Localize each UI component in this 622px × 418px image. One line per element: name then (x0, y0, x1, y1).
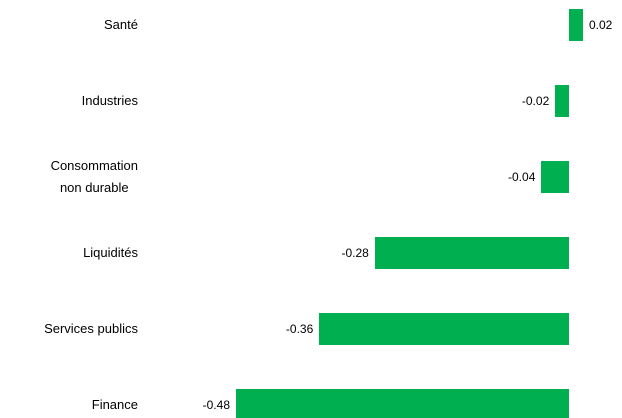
bar (541, 161, 570, 193)
value-label: -0.04 (508, 170, 536, 184)
category-label: Services publics (44, 321, 138, 336)
bar (236, 389, 570, 418)
bar (555, 85, 570, 117)
category-label: Industries (81, 93, 138, 108)
category-label: Finance (91, 397, 138, 412)
value-label: -0.36 (285, 322, 314, 336)
category-label: Liquidités (83, 245, 138, 260)
category-label: Santé (104, 17, 138, 32)
value-label: 0.02 (589, 18, 613, 32)
value-label: -0.48 (202, 398, 230, 412)
bar (374, 237, 570, 269)
value-label: -0.02 (521, 94, 550, 108)
bar (569, 9, 583, 41)
category-label: Consommation non durable (50, 158, 138, 195)
value-label: -0.28 (341, 246, 369, 260)
bar (319, 313, 570, 345)
